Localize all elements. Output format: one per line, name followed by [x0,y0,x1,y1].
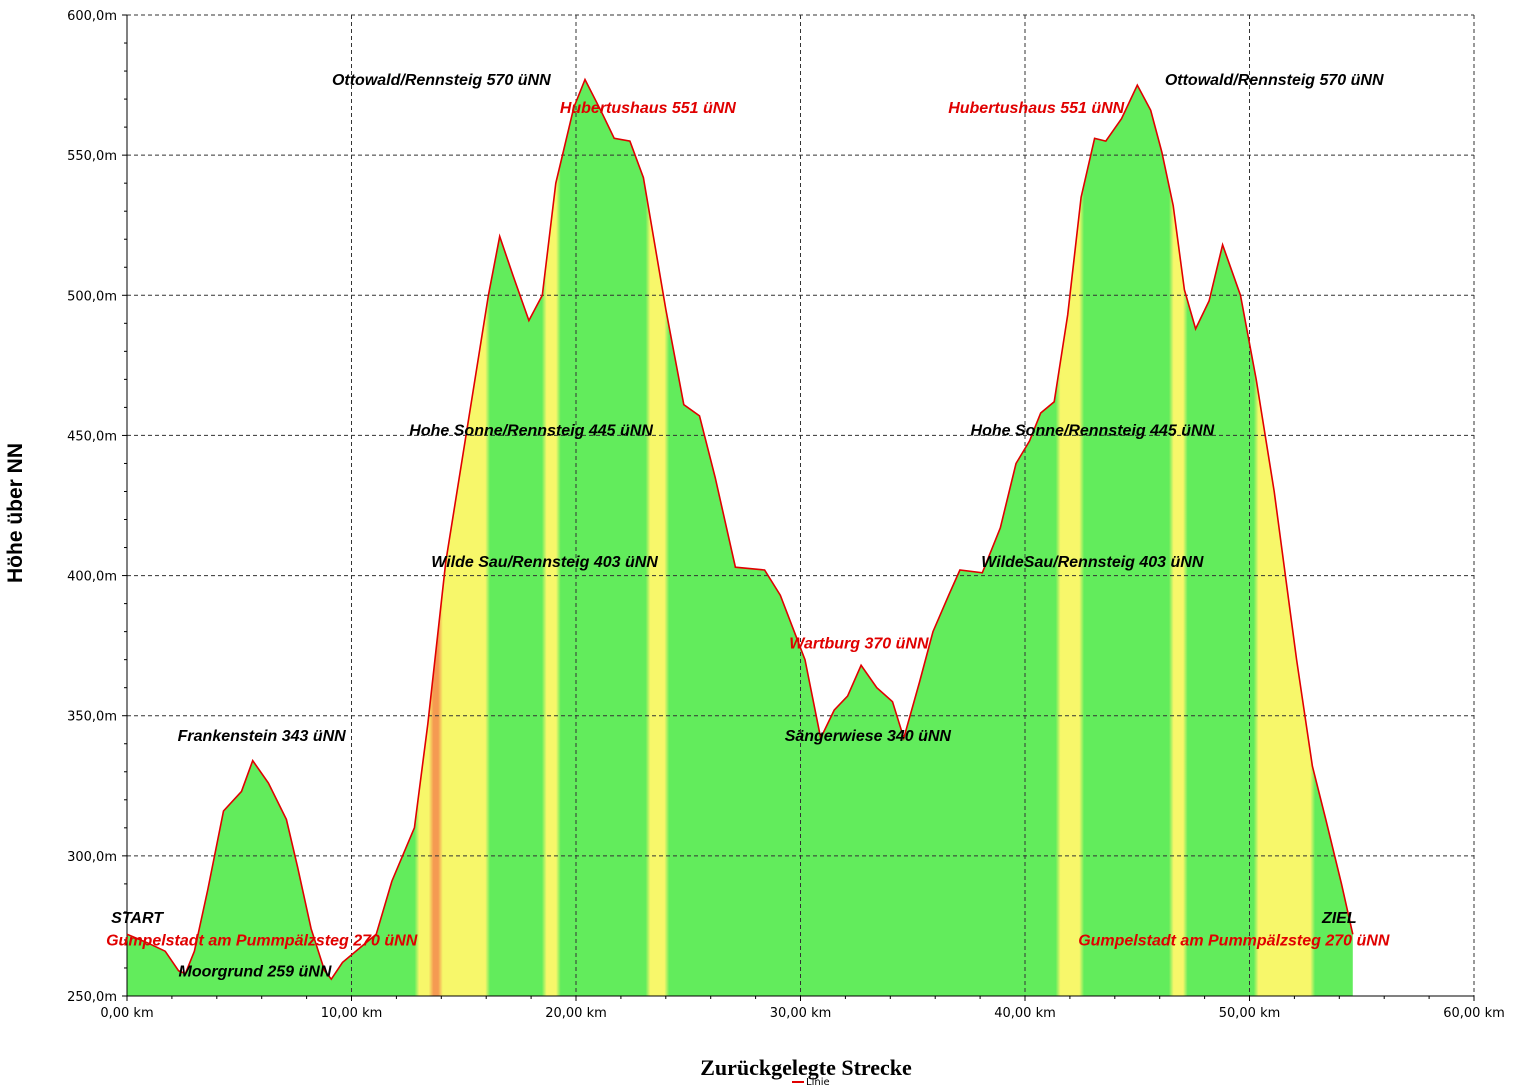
y-tick-label: 400,0m [67,570,117,585]
annotation-label: Hohe Sonne/Rennsteig 445 üNN [971,422,1215,439]
annotation-label: START [111,910,164,927]
annotation-label: Hubertushaus 551 üNN [560,100,736,117]
area-layer [127,79,1353,996]
y-axis-title: Höhe über NN [4,442,27,584]
axis-layer: 250,0m 300,0m 350,0m 400,0m 450,0m 500,0m 550,… [67,9,1505,1021]
y-tick-label: 450,0m [67,429,117,444]
annotation-label: WildeSau/Rennsteig 403 üNN [981,554,1204,571]
legend-swatch [792,1081,804,1083]
annotation-label: ZIEL [1321,910,1357,927]
line-layer [126,77,1354,981]
annotation-label: Ottowald/Rennsteig 570 üNN [332,72,551,89]
annotation-label: Moorgrund 259 üNN [179,963,332,980]
annotation-label: Sängerwiese 340 üNN [785,728,952,745]
y-tick-label: 350,0m [67,710,117,725]
annotation-label: Frankenstein 343 üNN [178,728,347,745]
x-tick-label: 30,00 km [770,1006,832,1021]
x-tick-label: 10,00 km [321,1006,383,1021]
y-tick-label: 550,0m [67,149,117,164]
elevation-area [127,79,1353,996]
y-tick-label: 500,0m [67,289,117,304]
annotation-layer: START Gumpelstadt am Pummpälzsteg 270 üNN… [106,72,1390,980]
x-tick-label: 40,00 km [994,1006,1056,1021]
annotation-label: Gumpelstadt am Pummpälzsteg 270 üNN [106,933,418,950]
annotation-label: Gumpelstadt am Pummpälzsteg 270 üNN [1078,933,1390,950]
x-axis-title: Zurückgelegte Strecke [700,1055,912,1080]
x-tick-label: 20,00 km [545,1006,607,1021]
annotation-label: Ottowald/Rennsteig 570 üNN [1165,72,1384,89]
annotation-label: Wilde Sau/Rennsteig 403 üNN [431,554,658,571]
annotation-label: Hubertushaus 551 üNN [948,100,1124,117]
y-tick-label: 600,0m [67,9,117,24]
annotation-label: Wartburg 370 üNN [789,635,929,652]
legend: Linie [792,1077,830,1088]
y-tick-label: 250,0m [67,990,117,1005]
annotation-label: Hohe Sonne/Rennsteig 445 üNN [409,422,653,439]
x-tick-label: 50,00 km [1219,1006,1281,1021]
x-tick-label: 0,00 km [100,1006,153,1021]
x-tick-label: 60,00 km [1443,1006,1505,1021]
elevation-line [126,77,1354,981]
legend-label: Linie [806,1077,830,1088]
y-tick-label: 300,0m [67,850,117,865]
